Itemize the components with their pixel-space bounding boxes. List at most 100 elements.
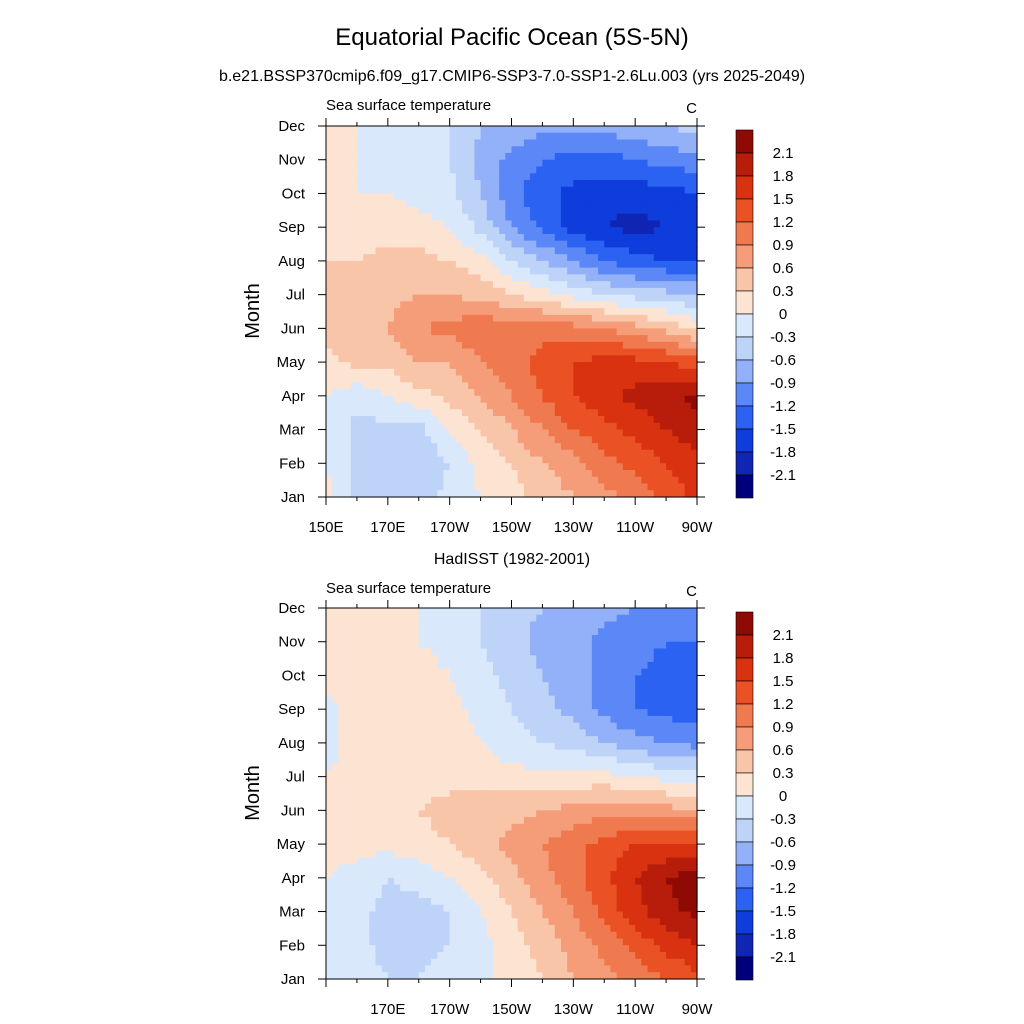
- x-tick-label: 90W: [682, 519, 714, 536]
- heat-cell: [443, 476, 451, 485]
- heat-cell: [363, 328, 370, 336]
- heat-cell: [363, 173, 370, 181]
- heat-cell: [462, 240, 469, 249]
- heat-cell: [462, 348, 469, 356]
- heat-cell: [356, 449, 364, 458]
- heat-cell: [492, 348, 500, 356]
- heat-cell: [406, 152, 414, 161]
- heat-cell: [684, 409, 692, 417]
- heat-cell: [548, 173, 556, 181]
- colorbar-label: 0.9: [773, 237, 794, 254]
- heat-cell: [363, 159, 370, 168]
- heat-cell: [394, 348, 401, 356]
- heat-cell: [400, 206, 407, 215]
- heat-cell: [437, 443, 445, 451]
- heat-cell: [622, 389, 630, 397]
- heat-cell: [350, 614, 358, 623]
- heat-cell: [585, 661, 593, 670]
- heat-cell: [585, 729, 593, 737]
- heat-cell: [418, 193, 426, 201]
- heat-cell: [684, 749, 692, 757]
- heat-cell: [616, 193, 624, 201]
- heat-cell: [431, 362, 438, 370]
- heat-cell: [387, 483, 395, 491]
- heat-cell: [387, 722, 395, 731]
- heat-cell: [684, 736, 692, 744]
- heat-cell: [449, 722, 457, 731]
- heat-cell: [511, 126, 519, 134]
- heat-cell: [628, 429, 636, 437]
- heat-cell: [548, 749, 556, 757]
- heat-cell: [344, 220, 352, 228]
- heat-cell: [554, 682, 562, 690]
- heat-cell: [474, 368, 482, 377]
- heat-cell: [350, 328, 358, 336]
- heat-cell: [406, 608, 414, 616]
- heat-cell: [344, 132, 352, 141]
- heat-cell: [455, 314, 463, 323]
- heat-cell: [604, 776, 612, 784]
- heat-cell: [344, 608, 352, 616]
- heat-cell: [406, 362, 414, 370]
- heat-cell: [369, 287, 377, 296]
- heat-cell: [690, 314, 698, 323]
- heat-cell: [332, 186, 339, 195]
- heat-cell: [350, 621, 358, 629]
- heat-cell: [412, 368, 420, 377]
- heat-cell: [604, 206, 612, 215]
- heat-cell: [604, 655, 612, 663]
- heat-cell: [666, 436, 673, 444]
- heat-cell: [332, 159, 339, 168]
- heat-cell: [542, 608, 550, 616]
- heat-cell: [363, 335, 370, 343]
- heat-cell: [468, 668, 475, 677]
- heat-cell: [616, 314, 624, 323]
- heat-cell: [344, 429, 352, 437]
- heat-cell: [653, 287, 661, 296]
- heat-cell: [517, 769, 525, 778]
- heat-cell: [474, 641, 482, 650]
- heat-cell: [412, 375, 420, 383]
- heat-cell: [468, 675, 475, 683]
- heat-cell: [536, 483, 544, 491]
- heat-cell: [653, 641, 661, 650]
- heat-cell: [536, 281, 544, 289]
- heat-cell: [431, 443, 438, 451]
- heat-cell: [604, 756, 612, 764]
- heat-cell: [659, 688, 667, 697]
- heat-cell: [455, 179, 463, 188]
- heat-cell: [363, 348, 370, 356]
- heat-cell: [666, 621, 673, 629]
- heat-cell: [424, 702, 432, 710]
- heat-cell: [672, 321, 680, 329]
- heat-cell: [653, 220, 661, 228]
- colorbar-swatch: [735, 405, 754, 430]
- heat-cell: [635, 341, 642, 350]
- heat-cell: [523, 341, 531, 350]
- heat-cell: [579, 240, 587, 249]
- heat-cell: [548, 179, 556, 188]
- heat-cell: [635, 749, 642, 757]
- heat-cell: [400, 463, 407, 471]
- colorbar-swatch: [735, 221, 754, 246]
- heat-cell: [406, 254, 414, 262]
- heat-cell: [418, 634, 426, 643]
- heat-cell: [684, 173, 692, 181]
- heat-cell: [604, 682, 612, 690]
- heat-cell: [585, 621, 593, 629]
- heat-cell: [492, 213, 500, 222]
- heat-cell: [437, 688, 445, 697]
- heat-cell: [517, 267, 525, 275]
- heat-cell: [480, 260, 488, 269]
- heat-cell: [443, 233, 451, 242]
- heat-cell: [567, 608, 574, 616]
- heat-cell: [641, 314, 649, 323]
- heat-cell: [604, 688, 612, 697]
- heat-cell: [449, 240, 457, 249]
- heat-cell: [437, 146, 445, 154]
- heat-cell: [560, 449, 568, 458]
- heat-cell: [363, 715, 370, 724]
- heat-cell: [647, 152, 655, 161]
- heat-cell: [523, 736, 531, 744]
- heat-cell: [431, 301, 438, 309]
